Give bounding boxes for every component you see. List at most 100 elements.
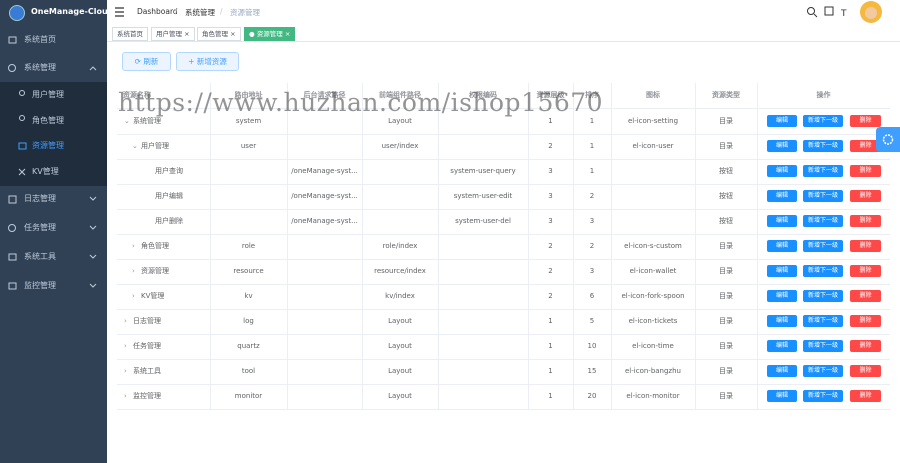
edit-button[interactable]: 编辑 bbox=[767, 215, 797, 227]
expand-arrow[interactable]: › bbox=[124, 342, 127, 350]
expand-arrow[interactable]: ⌄ bbox=[124, 117, 130, 125]
table-cell: 系统管理 bbox=[133, 117, 161, 125]
edit-button[interactable]: 编辑 bbox=[767, 340, 797, 352]
add-child-button[interactable]: 新增下一级 bbox=[803, 165, 843, 177]
expand-arrow[interactable]: › bbox=[132, 267, 135, 275]
settings-button[interactable] bbox=[876, 127, 900, 152]
delete-button[interactable]: 删除 bbox=[850, 290, 881, 302]
add-child-button[interactable]: 新增下一级 bbox=[803, 190, 843, 202]
table-cell: system-user-edit bbox=[453, 192, 513, 200]
expand-arrow[interactable]: › bbox=[124, 317, 127, 325]
table-cell: 10 bbox=[587, 342, 597, 350]
table-cell: 用户删除 bbox=[155, 217, 183, 225]
edit-button[interactable]: 编辑 bbox=[767, 140, 797, 152]
edit-button[interactable]: 编辑 bbox=[767, 240, 797, 252]
delete-button[interactable]: 删除 bbox=[850, 365, 881, 377]
add-child-button[interactable]: 新增下一级 bbox=[803, 115, 843, 127]
table-cell: 日志管理 bbox=[133, 317, 161, 325]
table-cell: 6 bbox=[589, 292, 595, 300]
delete-button[interactable]: 删除 bbox=[850, 315, 881, 327]
tag[interactable]: 用户管理 × bbox=[151, 27, 195, 41]
row-border bbox=[117, 309, 890, 310]
menu-item[interactable]: 系统管理 bbox=[24, 63, 56, 72]
table-cell: 2 bbox=[548, 142, 553, 150]
tag[interactable]: 角色管理 × bbox=[197, 27, 241, 41]
add-child-button[interactable]: 新增下一级 bbox=[803, 215, 843, 227]
table-cell: 目录 bbox=[719, 117, 733, 125]
tag-active[interactable]: ● 资源管理 × bbox=[244, 27, 296, 41]
table-header: 后台请求路径 bbox=[303, 91, 346, 99]
table-cell: Layout bbox=[388, 367, 412, 375]
refresh-button[interactable]: ⟳ 刷新 bbox=[122, 52, 171, 71]
add-child-button[interactable]: 新增下一级 bbox=[803, 290, 843, 302]
edit-button[interactable]: 编辑 bbox=[767, 315, 797, 327]
table-cell: 2 bbox=[548, 267, 553, 275]
delete-button[interactable]: 删除 bbox=[850, 215, 881, 227]
table-cell: Layout bbox=[388, 342, 412, 350]
delete-button[interactable]: 删除 bbox=[850, 140, 881, 152]
edit-button[interactable]: 编辑 bbox=[767, 265, 797, 277]
add-child-button[interactable]: 新增下一级 bbox=[803, 315, 843, 327]
add-child-button[interactable]: 新增下一级 bbox=[803, 390, 843, 402]
table-cell: 按钮 bbox=[719, 192, 733, 200]
table-cell: quartz bbox=[237, 342, 260, 350]
add-button[interactable]: + 新增资源 bbox=[176, 52, 239, 71]
breadcrumb-item[interactable]: 系统管理 bbox=[185, 8, 215, 17]
table-cell: system bbox=[235, 117, 262, 125]
submenu-item-active[interactable]: 资源管理 bbox=[32, 141, 64, 150]
edit-button[interactable]: 编辑 bbox=[767, 290, 797, 302]
expand-arrow[interactable]: ⌄ bbox=[132, 142, 138, 150]
row-border bbox=[117, 184, 890, 185]
table-cell: el-icon-time bbox=[632, 342, 674, 350]
breadcrumb-item[interactable]: Dashboard bbox=[137, 7, 178, 16]
submenu-item[interactable]: KV管理 bbox=[32, 167, 59, 176]
menu-item[interactable]: 任务管理 bbox=[24, 223, 56, 232]
expand-arrow[interactable]: › bbox=[132, 242, 135, 250]
table-cell: KV管理 bbox=[141, 292, 165, 300]
delete-button[interactable]: 删除 bbox=[850, 165, 881, 177]
table-cell: tool bbox=[241, 367, 256, 375]
delete-button[interactable]: 删除 bbox=[850, 265, 881, 277]
table-cell: 监控管理 bbox=[133, 392, 161, 400]
expand-arrow[interactable]: › bbox=[124, 392, 127, 400]
column-border bbox=[438, 83, 439, 409]
row-border bbox=[117, 284, 890, 285]
delete-button[interactable]: 删除 bbox=[850, 115, 881, 127]
menu-item[interactable]: 监控管理 bbox=[24, 281, 56, 290]
add-child-button[interactable]: 新增下一级 bbox=[803, 140, 843, 152]
add-child-button[interactable]: 新增下一级 bbox=[803, 265, 843, 277]
column-border bbox=[695, 83, 696, 409]
table-header: 权限编码 bbox=[469, 91, 497, 99]
submenu-item[interactable]: 角色管理 bbox=[32, 116, 64, 125]
table-cell: /oneManage-syst... bbox=[291, 167, 358, 175]
edit-button[interactable]: 编辑 bbox=[767, 165, 797, 177]
table-cell: kv/index bbox=[385, 292, 415, 300]
edit-button[interactable]: 编辑 bbox=[767, 115, 797, 127]
edit-button[interactable]: 编辑 bbox=[767, 365, 797, 377]
delete-button[interactable]: 删除 bbox=[850, 190, 881, 202]
add-child-button[interactable]: 新增下一级 bbox=[803, 365, 843, 377]
menu-item[interactable]: 系统首页 bbox=[24, 35, 56, 44]
table-cell: resource/index bbox=[374, 267, 426, 275]
menu-item[interactable]: 日志管理 bbox=[24, 194, 56, 203]
table-cell: el-icon-fork-spoon bbox=[621, 292, 685, 300]
table-cell: 1 bbox=[589, 142, 595, 150]
delete-button[interactable]: 删除 bbox=[850, 240, 881, 252]
delete-button[interactable]: 删除 bbox=[850, 340, 881, 352]
add-child-button[interactable]: 新增下一级 bbox=[803, 340, 843, 352]
delete-button[interactable]: 删除 bbox=[850, 390, 881, 402]
breadcrumb-sep: / bbox=[175, 7, 178, 16]
submenu-item[interactable]: 用户管理 bbox=[32, 90, 64, 99]
add-child-button[interactable]: 新增下一级 bbox=[803, 240, 843, 252]
row-border bbox=[117, 159, 890, 160]
edit-button[interactable]: 编辑 bbox=[767, 390, 797, 402]
tag[interactable]: 系统首页 bbox=[112, 27, 148, 41]
table-cell: 3 bbox=[548, 192, 553, 200]
sidebar-icons bbox=[8, 36, 97, 290]
menu-item[interactable]: 系统工具 bbox=[24, 252, 56, 261]
edit-button[interactable]: 编辑 bbox=[767, 190, 797, 202]
expand-arrow[interactable]: › bbox=[132, 292, 135, 300]
button-label: 刷新 bbox=[143, 57, 159, 66]
expand-arrow[interactable]: › bbox=[124, 367, 127, 375]
